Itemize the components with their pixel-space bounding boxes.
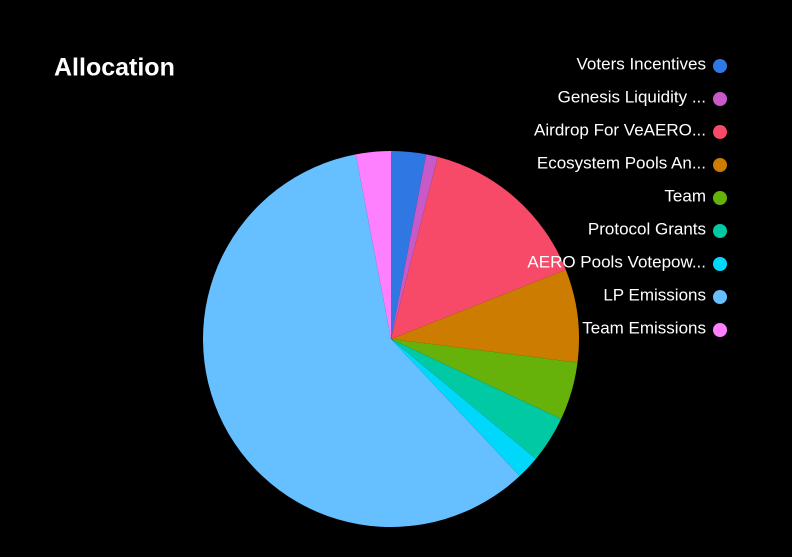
legend-swatch (713, 323, 727, 337)
legend-label: Team (664, 186, 706, 205)
legend-swatch (713, 191, 727, 205)
pie-slice (391, 154, 438, 339)
pie-slice (391, 339, 562, 459)
legend-label: Voters Incentives (577, 54, 706, 73)
legend-label: Genesis Liquidity ... (558, 87, 706, 106)
pie-slice (203, 154, 520, 527)
pie-slice (391, 339, 578, 420)
legend-swatch (713, 257, 727, 271)
legend-label: Protocol Grants (588, 219, 706, 238)
pie-slice (391, 156, 566, 339)
legend-swatch (713, 224, 727, 238)
pie-slice (391, 269, 579, 363)
legend-label: AERO Pools Votepow... (527, 252, 706, 271)
pie-slice (391, 339, 536, 477)
legend-swatch (713, 290, 727, 304)
legend-label: LP Emissions (603, 285, 706, 304)
pie-slice (355, 151, 391, 339)
chart-title: Allocation (54, 54, 175, 82)
legend-swatch (713, 125, 727, 139)
legend-label: Ecosystem Pools An... (537, 153, 706, 172)
legend-swatch (713, 59, 727, 73)
legend-swatch (713, 158, 727, 172)
pie-slice (391, 151, 427, 339)
legend-label: Airdrop For VeAERO... (534, 120, 706, 139)
legend-label: Team Emissions (582, 318, 706, 337)
legend-swatch (713, 92, 727, 106)
